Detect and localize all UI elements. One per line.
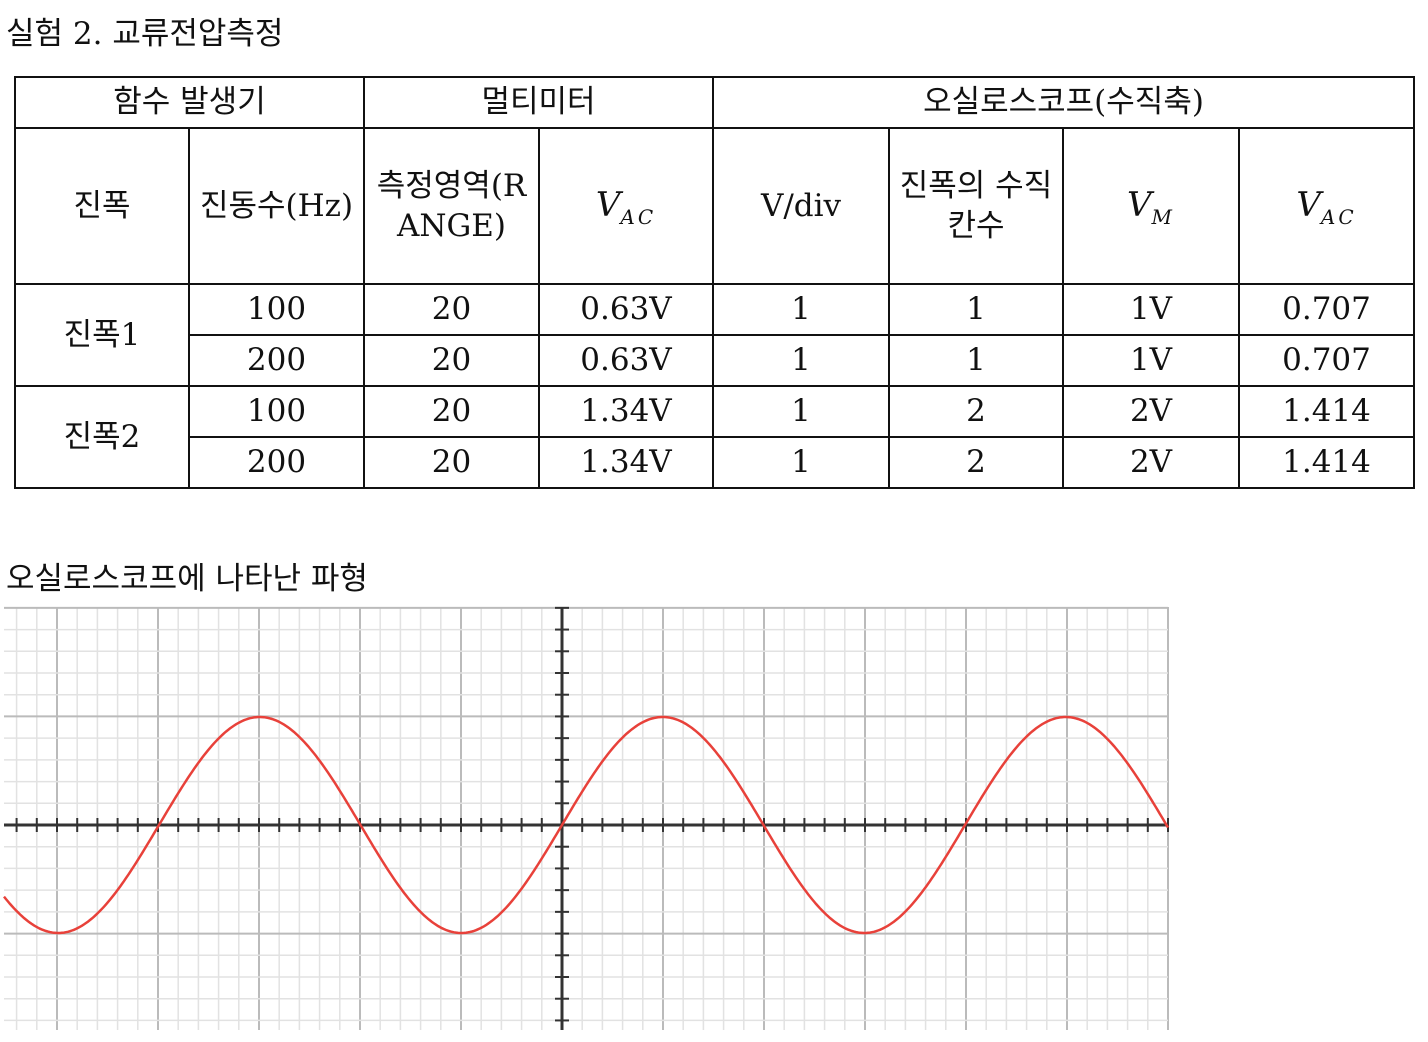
group-header: 오실로스코프(수직축)	[712, 76, 1415, 129]
cell: 2V	[1062, 436, 1240, 489]
column-header: 진동수(Hz)	[188, 127, 365, 285]
cell: 100	[188, 283, 365, 336]
cell: 20	[363, 334, 540, 387]
cell: 1	[712, 436, 890, 489]
cell: 2	[888, 436, 1064, 489]
group-row: 함수 발생기 멀티미터 오실로스코프(수직축)	[14, 76, 1415, 129]
row-label: 진폭2	[14, 385, 190, 489]
variable: VAC	[1296, 184, 1357, 229]
cell: 1V	[1062, 283, 1240, 336]
cell: 20	[363, 385, 540, 438]
group-header: 멀티미터	[363, 76, 714, 129]
column-header: VAC	[538, 127, 714, 285]
cell: 0.63V	[538, 283, 714, 336]
cell: 1.34V	[538, 385, 714, 438]
data-row: 진폭2 100 20 1.34V 1 2 2V 1.414	[14, 385, 1415, 489]
cell: 100	[188, 385, 365, 438]
cell: 1.414	[1238, 436, 1415, 489]
group-header: 함수 발생기	[14, 76, 365, 129]
variable: VAC	[595, 184, 657, 229]
oscilloscope-waveform	[3, 606, 1170, 1030]
variable-subscript: AC	[620, 204, 657, 229]
data-row: 200 20 1.34V 1 2 2V 1.414	[15, 436, 1415, 489]
column-header: VAC	[1238, 127, 1415, 285]
cell: 1	[888, 283, 1064, 336]
variable-subscript: M	[1151, 204, 1176, 229]
column-header: 진폭의 수직칸수	[888, 127, 1064, 285]
cell: 200	[188, 436, 365, 489]
cell: 0.707	[1238, 334, 1415, 387]
title: 실험 2. 교류전압측정	[6, 16, 284, 52]
header-row: 진폭 진동수(Hz) 측정영역(RANGE) VAC V/div 진폭의 수직칸수 VM VA…	[14, 127, 1415, 285]
cell: 1.34V	[538, 436, 714, 489]
cell: 1	[712, 283, 890, 336]
row-label: 진폭1	[14, 283, 190, 387]
sine-wave	[3, 715, 1170, 935]
cell: 1.414	[1238, 385, 1415, 438]
data-table: 함수 발생기 멀티미터 오실로스코프(수직축) 진폭 진동수(Hz) 측정영역(RANGE…	[14, 76, 1415, 489]
data-row: 진폭1 100 20 0.63V 1 1 1V 0.707	[14, 283, 1415, 387]
cell: 2V	[1062, 385, 1240, 438]
caption: 오실로스코프에 나타난 파형	[6, 561, 368, 597]
cell: 0.63V	[538, 334, 714, 387]
column-header: VM	[1062, 127, 1240, 285]
column-header: 측정영역(RANGE)	[363, 127, 540, 285]
column-header: 진폭	[14, 127, 190, 285]
cell: 0.707	[1238, 283, 1415, 336]
column-header: V/div	[712, 127, 890, 285]
cell: 200	[188, 334, 365, 387]
variable: VM	[1126, 184, 1176, 229]
cell: 1	[712, 334, 890, 387]
cell: 20	[363, 436, 540, 489]
data-row: 200 20 0.63V 1 1 1V 0.707	[15, 334, 1415, 387]
variable-subscript: AC	[1320, 204, 1357, 229]
cell: 20	[363, 283, 540, 336]
cell: 1	[888, 334, 1064, 387]
cell: 1V	[1062, 334, 1240, 387]
cell: 2	[888, 385, 1064, 438]
cell: 1	[712, 385, 890, 438]
